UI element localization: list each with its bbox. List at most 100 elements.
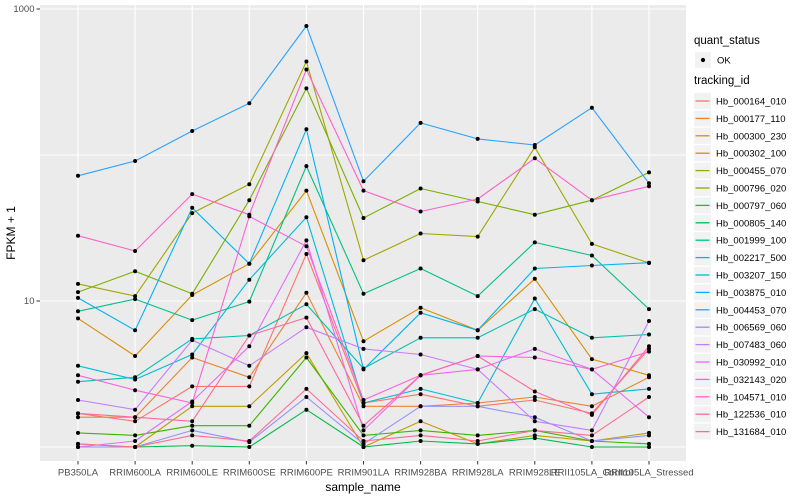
data-point [247,101,252,106]
data-point [133,294,138,299]
data-point [647,332,651,337]
legend: quant_status OK tracking_id Hb_000164_01… [694,35,786,440]
data-point [532,419,537,424]
data-point [190,443,195,448]
legend-item: Hb_131684_010 [694,423,786,440]
data-point [475,404,480,409]
data-point [190,404,195,409]
data-point [304,386,309,391]
data-point [418,209,423,214]
data-point [304,188,309,193]
data-point [247,212,252,217]
x-tick-label: RRIM600SE [223,468,276,479]
data-point [247,445,252,449]
data-point [190,352,195,357]
data-point [361,404,366,409]
data-point [190,129,195,133]
data-point [76,430,80,435]
data-point [647,181,651,186]
data-point [418,120,423,125]
data-point [532,307,537,312]
data-point [532,156,537,161]
data-point [247,198,252,203]
legend-item-label: Hb_131684_010 [716,427,786,438]
legend-item-label: Hb_000797_060 [716,201,786,212]
data-point [589,198,594,203]
data-point [361,188,366,193]
data-point [133,415,138,420]
data-point [475,294,480,299]
legend-item-label: Hb_007483_060 [716,340,786,351]
data-point [532,296,537,301]
data-point [361,445,366,449]
data-point [532,389,537,394]
legend-item: Hb_006569_060 [694,319,786,336]
data-point [190,205,195,210]
data-point [133,269,138,274]
data-point [190,384,195,389]
data-point [647,349,651,354]
data-point [418,335,423,340]
legend-item: Hb_032143_020 [694,371,786,388]
data-point [418,419,423,424]
data-point [589,433,594,438]
data-point [76,309,80,314]
data-point [361,441,366,446]
data-point [190,428,195,433]
legend-item-label: Hb_006569_060 [716,323,786,334]
axis-ticks [36,8,650,465]
data-point [304,351,309,356]
legend-item: Hb_000302_100 [694,145,786,162]
data-point [190,433,195,438]
data-point [76,441,80,446]
data-point [647,415,651,420]
data-point [190,423,195,428]
data-point [647,395,651,399]
data-point [589,241,594,246]
data-point [532,398,537,402]
data-point [475,441,480,446]
legend-item: Hb_003875_010 [694,284,786,301]
data-point [190,192,195,197]
data-point [475,328,480,333]
x-tick-label: RRIM600PE [280,468,333,479]
series-points [76,24,651,449]
data-point [647,445,651,449]
data-point [418,231,423,236]
x-axis-tick-labels: PB350LA RRIM600LA RRIM600LE RRIM600SE RRIM60… [58,468,694,479]
data-point [133,419,138,424]
data-point [133,377,138,382]
data-point [647,441,651,446]
legend-item: Hb_122536_010 [694,406,786,423]
data-point [361,291,366,296]
data-point [589,428,594,433]
data-point [133,407,138,412]
data-point [647,170,651,175]
data-point [647,386,651,391]
data-point [361,401,366,405]
data-point [532,240,537,245]
data-point [133,445,138,449]
data-point [361,179,366,184]
data-point [190,318,195,323]
data-point [532,428,537,433]
data-point [647,307,651,312]
data-point [304,86,309,91]
legend-item-label: Hb_030992_010 [716,358,786,369]
legend-items: Hb_000164_010 Hb_000177_110 Hb_000300_230 H… [694,93,786,440]
data-point [133,328,138,333]
legend-item-label: Hb_104571_010 [716,392,786,403]
legend-item-label: Hb_000455_070 [716,166,786,177]
x-tick-label: RRIM600LA [109,468,161,479]
data-point [589,404,594,409]
data-point [76,415,80,420]
data-point [304,355,309,360]
data-point [76,373,80,378]
data-point [418,439,423,443]
data-point [361,346,366,351]
legend-item: Hb_002217_500 [694,249,786,266]
data-point [304,407,309,412]
data-point [247,404,252,409]
data-point [532,395,537,399]
